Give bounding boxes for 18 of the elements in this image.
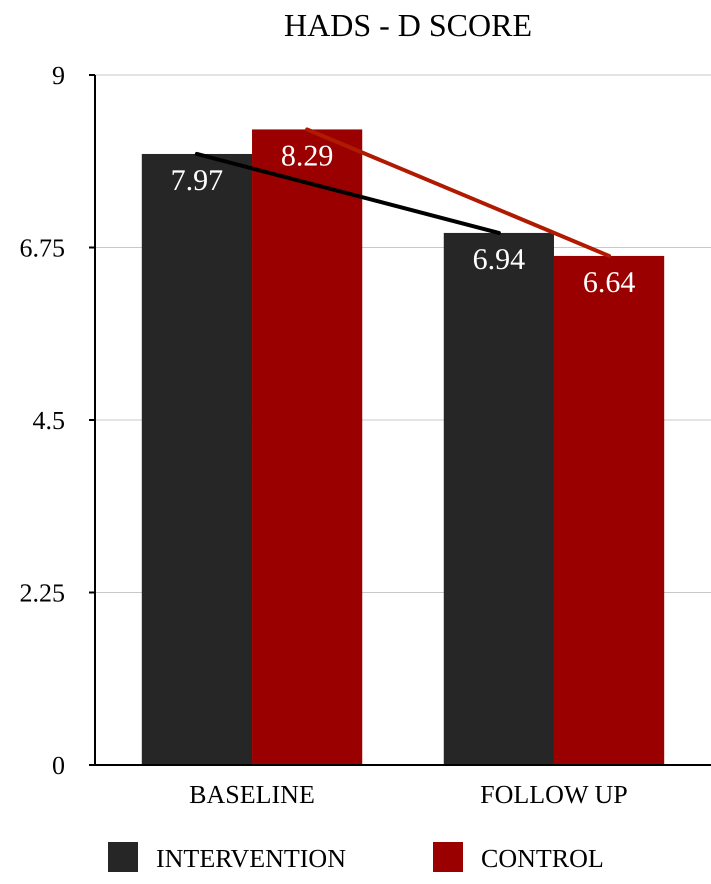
bar [252,129,362,765]
y-tick-label: 4.5 [32,406,65,435]
chart-title: HADS - D SCORE [284,7,532,43]
legend-label: INTERVENTION [156,844,346,873]
data-label: 7.97 [170,164,224,197]
data-label: 8.29 [280,139,334,172]
x-tick-label: FOLLOW UP [480,780,628,809]
y-tick-label: 2.25 [20,578,65,608]
bar [142,154,252,765]
legend-label: CONTROL [481,844,604,873]
x-tick-label: BASELINE [189,780,315,809]
data-label: 6.94 [472,242,526,276]
y-tick-label: 0 [52,751,65,780]
bar [554,256,664,765]
bar [444,232,554,765]
y-tick-label: 6.75 [20,234,65,262]
y-tick-label: 9 [52,61,65,90]
data-label: 6.64 [582,266,636,299]
